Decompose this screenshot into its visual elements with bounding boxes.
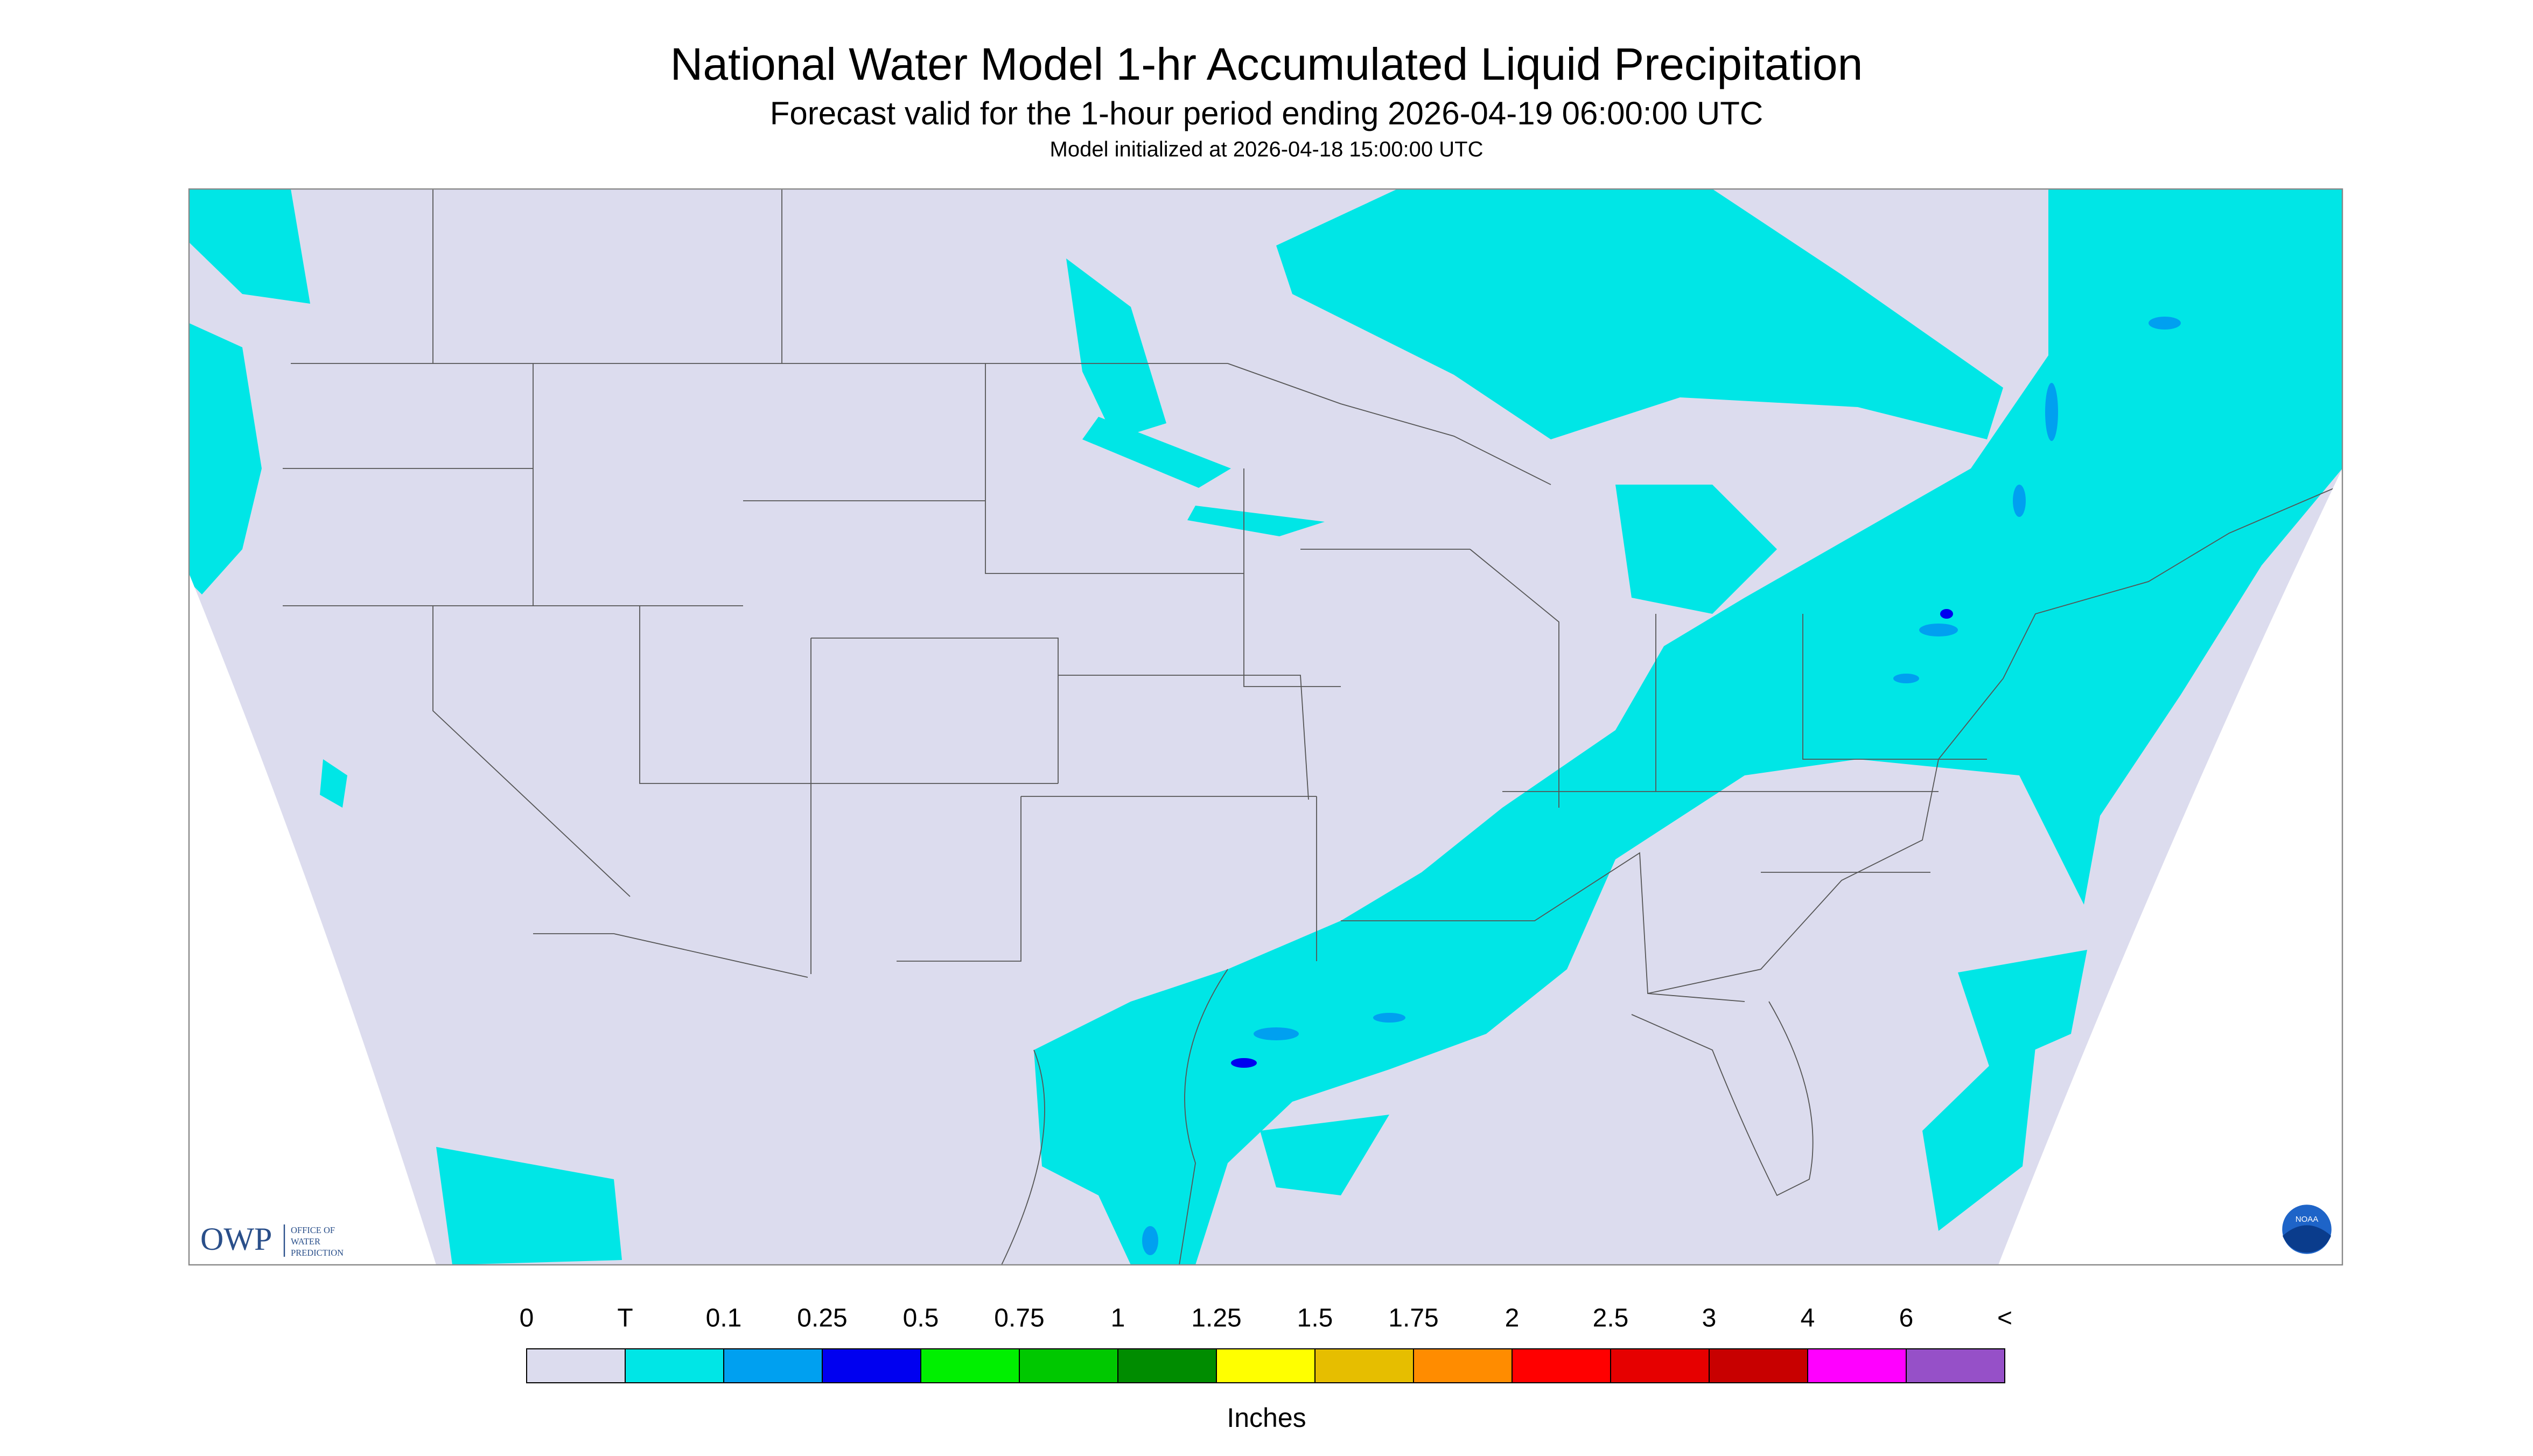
precip-moderate (1231, 609, 1953, 1068)
legend-swatch (1709, 1348, 1808, 1383)
legend-label: 2.5 (1593, 1304, 1629, 1333)
legend-swatch (625, 1348, 724, 1383)
legend-label: 0.25 (797, 1304, 847, 1333)
legend-label: 1.5 (1297, 1304, 1333, 1333)
legend-label: 0.5 (903, 1304, 939, 1333)
legend-swatch (1906, 1348, 2005, 1383)
owp-logo-sub: WATER (291, 1236, 320, 1247)
legend-unit: Inches (1227, 1403, 1306, 1433)
legend: 0 T 0.1 0.25 0.5 0.75 1 1.25 1.5 1.75 2 2.5 3 4 6 < (520, 1304, 2012, 1383)
legend-label: T (617, 1304, 633, 1333)
map: OWP OFFICE OF WATER PREDICTION NOAA (188, 188, 2343, 1266)
legend-swatch (723, 1348, 823, 1383)
init-time: Model initialized at 2026-04-18 15:00:00… (1050, 138, 1484, 162)
subtitle: Forecast valid for the 1-hour period end… (770, 95, 1763, 131)
map-frame (188, 188, 2343, 1266)
legend-swatch (1117, 1348, 1217, 1383)
legend-swatch (1413, 1348, 1513, 1383)
legend-swatch (526, 1348, 626, 1383)
legend-label: 0 (520, 1304, 534, 1333)
boundaries (283, 189, 2342, 1265)
legend-label: < (1997, 1304, 2012, 1333)
map-domain (189, 189, 2342, 1265)
noaa-logo: NOAA (2279, 1202, 2334, 1257)
owp-logo: OWP OFFICE OF WATER PREDICTION (200, 1221, 344, 1258)
owp-logo-sub: PREDICTION (291, 1248, 344, 1258)
legend-swatch (920, 1348, 1020, 1383)
precip-light (1142, 317, 2181, 1255)
noaa-logo-text: NOAA (2296, 1215, 2319, 1224)
legend-swatch (1512, 1348, 1611, 1383)
owp-logo-text: OWP (200, 1221, 272, 1257)
legend-swatch (1610, 1348, 1710, 1383)
legend-label: 6 (1899, 1304, 1914, 1333)
legend-swatch (1216, 1348, 1316, 1383)
owp-logo-sub: OFFICE OF (291, 1225, 335, 1235)
legend-swatch (1019, 1348, 1118, 1383)
legend-label: 4 (1801, 1304, 1815, 1333)
precip-trace (189, 189, 2342, 1265)
legend-label: 1 (1111, 1304, 1125, 1333)
legend-swatch (1314, 1348, 1414, 1383)
legend-label: 2 (1505, 1304, 1520, 1333)
legend-label: 1.75 (1388, 1304, 1438, 1333)
legend-label: 1.25 (1191, 1304, 1241, 1333)
legend-label: 0.75 (994, 1304, 1044, 1333)
legend-swatch (1807, 1348, 1907, 1383)
legend-swatch (822, 1348, 921, 1383)
legend-label: 3 (1702, 1304, 1717, 1333)
title: National Water Model 1-hr Accumulated Li… (670, 39, 1863, 89)
legend-label: 0.1 (706, 1304, 742, 1333)
